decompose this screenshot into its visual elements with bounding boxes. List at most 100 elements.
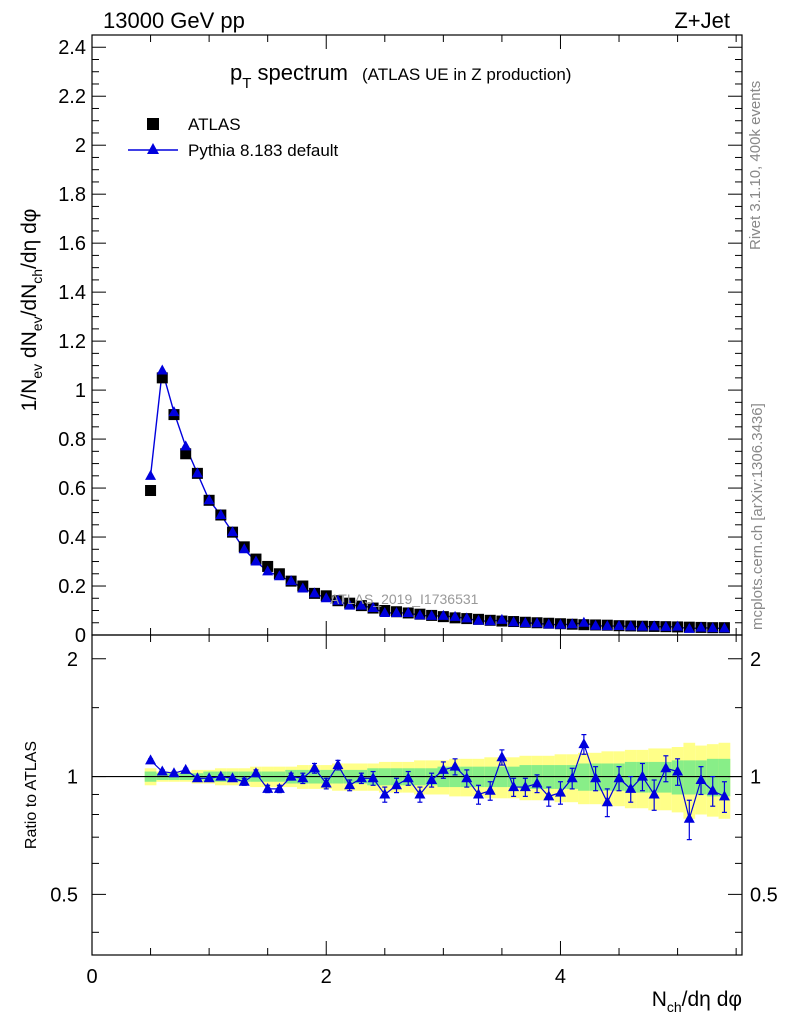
ratio-data-point <box>215 770 227 781</box>
ratio-data-point <box>543 790 555 801</box>
ratio-data-point <box>707 784 719 795</box>
pythia-data-point <box>636 620 648 631</box>
ratio-data-point <box>508 781 520 792</box>
mcplots-label: mcplots.cern.ch [arXiv:1306.3436] <box>749 403 766 630</box>
pythia-data-point <box>180 440 192 451</box>
ratio-frame <box>91 634 743 956</box>
pythia-data-point <box>519 617 531 627</box>
pythia-data-point <box>379 606 391 617</box>
ratio-ytick-label-right: 2 <box>750 649 761 671</box>
ratio-data-point <box>590 772 602 783</box>
ratio-data-point <box>227 772 239 783</box>
pythia-data-point <box>344 599 356 610</box>
ratio-data-point <box>683 812 695 823</box>
legend-pythia-label: Pythia 8.183 default <box>188 141 339 160</box>
pythia-data-point <box>203 494 215 505</box>
ratio-data-point <box>391 779 403 790</box>
pythia-data-point <box>191 467 203 478</box>
pythia-data-point <box>238 543 250 554</box>
atlas-data-point <box>156 372 168 384</box>
process-label: Z+Jet <box>674 8 730 33</box>
ratio-data-point <box>344 779 356 790</box>
main-ytick-label: 0 <box>75 625 86 647</box>
ratio-data-point <box>180 763 192 774</box>
main-plot-panel: 0 0.2 0.4 0.6 0.8 1 1.2 1.4 1.6 1.8 2 2.2 2.4 <box>58 34 743 647</box>
main-ytick-label: 1.2 <box>58 331 86 353</box>
ratio-data-point <box>297 772 309 783</box>
pythia-data-point <box>414 609 426 620</box>
analysis-watermark: ATLAS_2019_I1736531 <box>330 591 479 607</box>
ratio-data-point <box>402 772 414 783</box>
pythia-data-point <box>262 565 274 576</box>
ratio-data-point <box>484 784 496 795</box>
ratio-data-point <box>461 772 473 783</box>
pythia-data-point <box>437 609 449 620</box>
pythia-data-point <box>578 616 590 627</box>
ratio-data-point <box>309 762 321 773</box>
pythia-data-point <box>625 620 637 631</box>
ratio-data-point <box>660 762 672 773</box>
pythia-data-point <box>508 616 520 627</box>
ratio-ytick-label-right: 1 <box>750 767 761 789</box>
pythia-data-point <box>426 609 438 620</box>
ratio-xtick-label: 2 <box>321 966 332 988</box>
legend-atlas-marker <box>147 118 159 130</box>
ratio-data-point <box>718 790 730 801</box>
ratio-data-point <box>320 777 332 788</box>
main-ytick-label: 0.8 <box>58 429 86 451</box>
pythia-data-point <box>273 570 285 581</box>
pythia-data-point <box>250 555 262 566</box>
ratio-ytick-label-right: 0.5 <box>750 884 778 906</box>
ratio-data-point <box>648 788 660 799</box>
ratio-xtick-label: 0 <box>86 966 97 988</box>
pythia-data-point <box>215 509 227 519</box>
pythia-data-point <box>449 610 461 621</box>
ratio-data-point <box>367 772 379 783</box>
main-ytick-label: 2.2 <box>58 86 86 108</box>
ratio-data-point <box>262 782 274 793</box>
ratio-data-point <box>672 765 684 776</box>
ratio-ytick-label: 2 <box>67 649 78 671</box>
pythia-data-point <box>543 618 555 629</box>
xlabel: Nch/dη dφ <box>652 988 742 1015</box>
atlas-data-point <box>180 448 192 460</box>
main-ytick-label: 2 <box>75 135 86 157</box>
pythia-data-point <box>718 622 730 633</box>
ratio-ytick-label: 0.5 <box>50 884 78 906</box>
pythia-data-point <box>320 592 332 603</box>
pythia-data-point <box>613 619 625 630</box>
main-ytick-label: 1 <box>75 380 86 402</box>
pythia-data-point <box>367 602 379 613</box>
main-ytick-label: 1.8 <box>58 184 86 206</box>
main-ytick-label: 1.6 <box>58 233 86 255</box>
ratio-data-point <box>332 759 344 770</box>
ratio-data-point <box>496 751 508 762</box>
pythia-data-point <box>601 620 613 631</box>
main-ytick-label: 0.4 <box>58 527 86 549</box>
ratio-data-point <box>355 772 367 783</box>
ratio-data-point <box>578 738 590 749</box>
main-ytick-label: 0.6 <box>58 478 86 500</box>
pythia-data-point <box>707 622 719 633</box>
plot-subtitle: (ATLAS UE in Z production) <box>362 65 571 84</box>
ratio-data-point <box>449 760 461 771</box>
main-ytick-label: 0.2 <box>58 576 86 598</box>
ratio-data-point <box>472 788 484 799</box>
main-ytick-label: 1.4 <box>58 282 86 304</box>
pythia-data-point <box>332 594 344 605</box>
pythia-data-point <box>168 406 180 417</box>
ratio-data-point <box>379 788 391 799</box>
ratio-ylabel: Ratio to ATLAS <box>23 741 40 849</box>
atlas-data-point <box>145 485 157 497</box>
ratio-data-point <box>566 772 578 783</box>
ratio-data-point <box>250 767 262 778</box>
pythia-data-point <box>554 618 566 629</box>
pythia-data-point <box>309 587 321 598</box>
ratio-data-point <box>145 754 157 765</box>
pythia-data-point <box>402 606 414 617</box>
pythia-data-point <box>355 599 367 610</box>
ratio-data-point <box>613 772 625 783</box>
ratio-data-point <box>285 770 297 781</box>
ratio-plot-panel: 0 2 4 0.5 0.5 1 1 2 2 <box>50 634 778 988</box>
pythia-data-point <box>531 617 543 628</box>
